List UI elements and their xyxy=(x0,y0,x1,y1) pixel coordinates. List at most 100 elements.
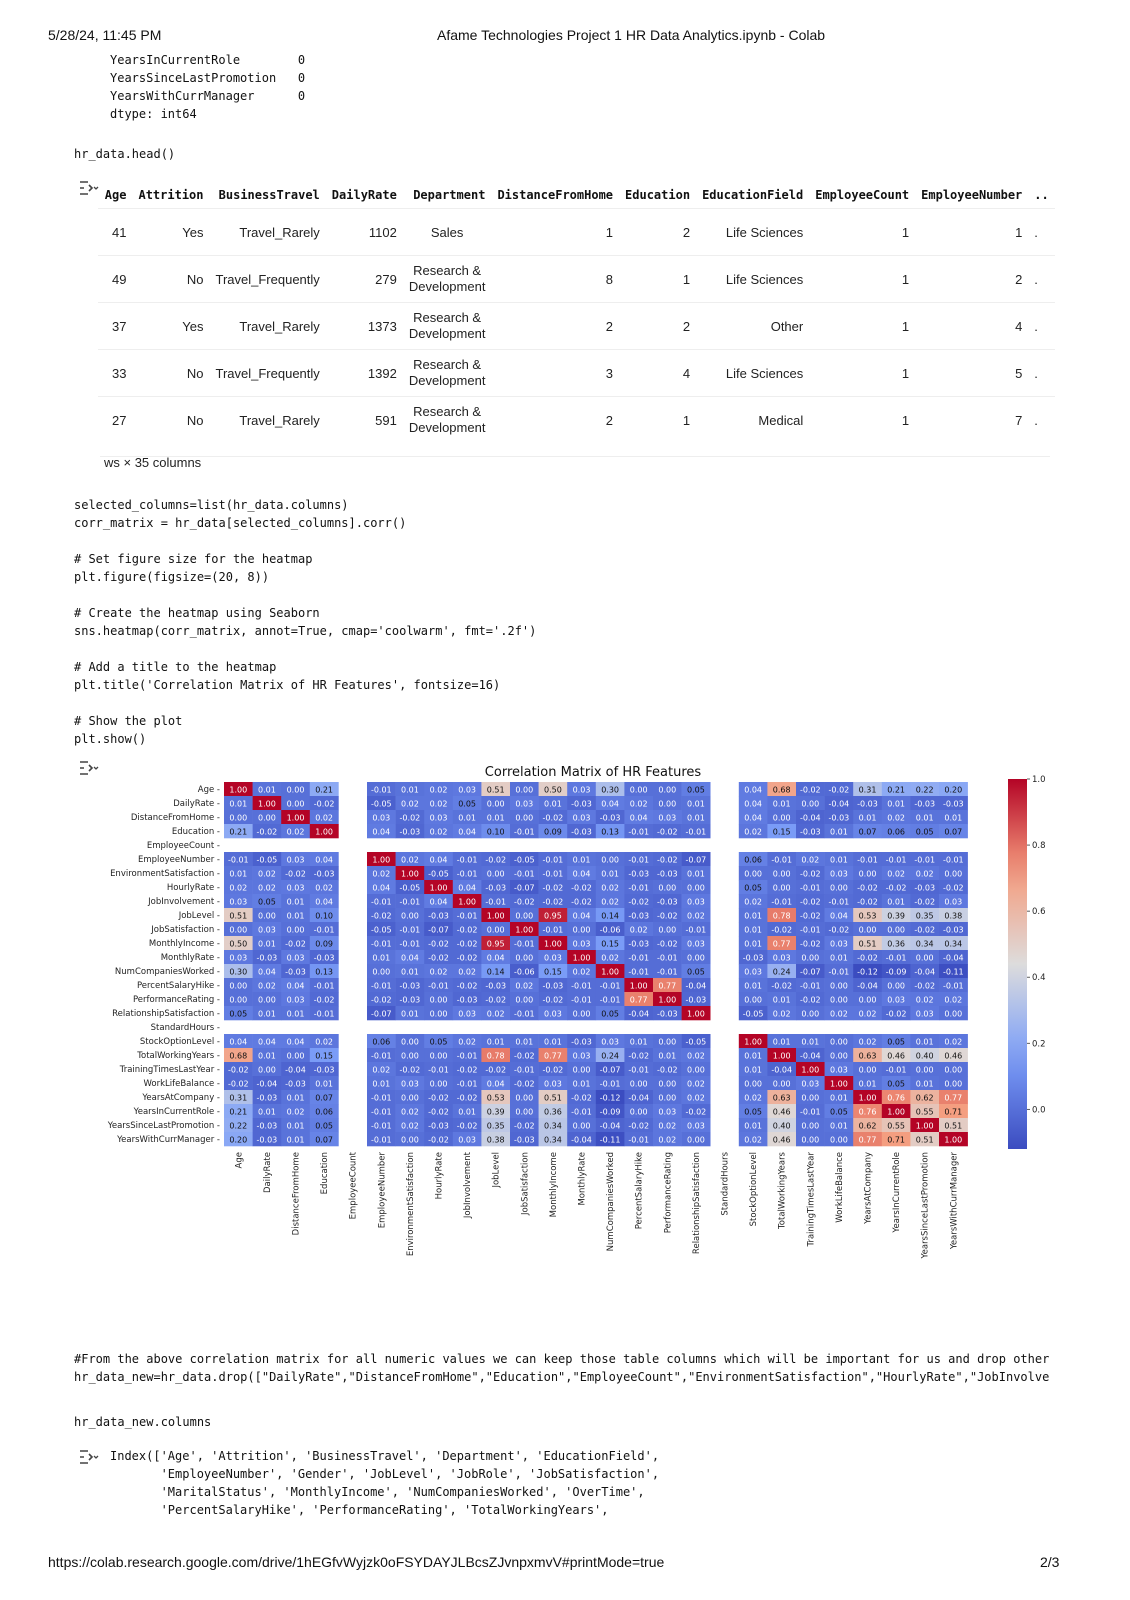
heatmap-cell xyxy=(595,1090,625,1105)
heatmap-cell-label: 0.53 xyxy=(859,912,877,921)
heatmap-cell-label: -0.03 xyxy=(857,800,878,809)
heatmap-cell xyxy=(510,810,539,825)
heatmap-cell xyxy=(395,992,425,1007)
heatmap-cell xyxy=(767,880,797,895)
heatmap-cell xyxy=(624,950,654,965)
heatmap-cell-label: 0.20 xyxy=(229,1136,247,1145)
heatmap-cell-label: 0.03 xyxy=(401,1080,419,1089)
heatmap-cell-label: 0.00 xyxy=(515,954,533,963)
heatmap-cell xyxy=(309,1104,339,1119)
heatmap-cell xyxy=(252,1076,282,1091)
output-toggle-icon[interactable] xyxy=(79,181,99,195)
heatmap-cell-label: 0.00 xyxy=(744,870,762,879)
heatmap-cell-label: -0.02 xyxy=(771,982,792,991)
heatmap-cell-label: 0.01 xyxy=(887,898,905,907)
heatmap-cell-label: 0.03 xyxy=(287,954,305,963)
heatmap-cell-label: -0.01 xyxy=(371,1108,392,1117)
heatmap-cell-label: 0.02 xyxy=(229,884,247,893)
heatmap-cell-label: 0.00 xyxy=(401,1052,419,1061)
heatmap-cell xyxy=(796,782,825,797)
code-line: sns.heatmap(corr_matrix, annot=True, cma… xyxy=(74,624,537,638)
heatmap-cell xyxy=(452,1048,482,1063)
heatmap-cell-label: 0.00 xyxy=(229,982,247,991)
heatmap-cell-label: -0.05 xyxy=(400,884,421,893)
heatmap-cell xyxy=(767,1006,797,1021)
heatmap-cell-label: 0.03 xyxy=(229,954,247,963)
heatmap-cell xyxy=(910,824,940,839)
heatmap-cell-label: 0.68 xyxy=(229,1052,247,1061)
heatmap-cell xyxy=(738,852,768,867)
heatmap-cell-label: -0.01 xyxy=(800,982,821,991)
column-tick-label: StockOptionLevel xyxy=(749,1152,759,1226)
heatmap-cell xyxy=(681,1048,711,1063)
heatmap-cell xyxy=(653,1076,682,1091)
heatmap-cell-label: 0.03 xyxy=(544,1080,562,1089)
heatmap-cell-label: 0.00 xyxy=(830,1052,848,1061)
heatmap-cell-label: -0.01 xyxy=(771,898,792,907)
heatmap-cell-label: -0.02 xyxy=(886,1010,907,1019)
heatmap-cell-label: 0.09 xyxy=(544,828,562,837)
heatmap-cell xyxy=(939,1062,968,1077)
heatmap-cell xyxy=(367,880,396,895)
output-toggle-icon[interactable] xyxy=(79,761,99,775)
output-line: 'MaritalStatus', 'MonthlyIncome', 'NumCo… xyxy=(110,1485,645,1499)
heatmap-cell-label: -0.01 xyxy=(371,898,392,907)
heatmap-cell xyxy=(510,978,539,993)
heatmap-cell xyxy=(309,1090,339,1105)
heatmap-cell xyxy=(281,782,311,797)
code-cell-head[interactable]: hr_data.head() xyxy=(74,145,175,163)
heatmap-cell-label: 0.04 xyxy=(315,898,333,907)
heatmap-cell xyxy=(624,922,654,937)
code-cell-heatmap[interactable]: selected_columns=list(hr_data.columns) co… xyxy=(74,496,536,748)
heatmap-cell-label: 0.04 xyxy=(573,912,591,921)
heatmap-cell xyxy=(824,922,854,937)
heatmap-cell-label: -0.02 xyxy=(857,884,878,893)
heatmap-cell xyxy=(424,950,454,965)
heatmap-cell xyxy=(309,880,339,895)
heatmap-cell-label: -0.01 xyxy=(457,856,478,865)
heatmap-cell xyxy=(309,908,339,923)
heatmap-cell-label: 0.01 xyxy=(372,954,390,963)
heatmap-cell-label: 0.05 xyxy=(229,1010,247,1019)
heatmap-cell-label: -0.02 xyxy=(543,898,564,907)
heatmap-cell-label: -0.03 xyxy=(314,870,335,879)
output-toggle-icon[interactable] xyxy=(79,1450,99,1464)
heatmap-cell xyxy=(538,824,568,839)
table-row: 49 No Travel_Frequently 279 Research & Develo… xyxy=(98,255,1055,303)
heatmap-cell xyxy=(538,894,568,909)
heatmap-cell-label: -0.11 xyxy=(943,968,964,977)
heatmap-cell xyxy=(252,1048,282,1063)
heatmap-cell xyxy=(796,824,825,839)
heatmap-cell-label: 0.01 xyxy=(916,1038,934,1047)
heatmap-cell xyxy=(881,992,911,1007)
heatmap-cell xyxy=(939,810,968,825)
heatmap-cell-label: -0.01 xyxy=(543,926,564,935)
colorbar xyxy=(1008,779,1027,1149)
heatmap-cell xyxy=(309,950,339,965)
heatmap-cell-label: -0.02 xyxy=(314,996,335,1005)
heatmap-cell xyxy=(767,1090,797,1105)
heatmap-cell xyxy=(681,852,711,867)
heatmap-cell xyxy=(367,866,396,881)
heatmap-cell xyxy=(624,824,654,839)
heatmap-cell-label: 0.04 xyxy=(287,1038,305,1047)
heatmap-cell-label: 0.31 xyxy=(859,786,877,795)
heatmap-cell xyxy=(910,1104,940,1119)
table-cell: 1 xyxy=(901,365,910,381)
heatmap-cell-label: -0.07 xyxy=(371,1010,392,1019)
heatmap-cell xyxy=(538,1132,568,1147)
heatmap-cell xyxy=(853,894,883,909)
heatmap-cell-label: 0.00 xyxy=(801,800,819,809)
heatmap-cell-label: -0.04 xyxy=(914,968,935,977)
code-cell-drop[interactable]: #From the above correlation matrix for a… xyxy=(74,1350,1049,1386)
heatmap-cell-label: 0.01 xyxy=(744,1052,762,1061)
heatmap-cell xyxy=(824,964,854,979)
heatmap-cell xyxy=(309,1118,339,1133)
heatmap-cell-label: -0.01 xyxy=(314,1010,335,1019)
heatmap-cell-label: -0.01 xyxy=(314,982,335,991)
heatmap-cell-label: 0.50 xyxy=(544,786,562,795)
table-cell: . xyxy=(1034,412,1038,428)
code-cell-columns[interactable]: hr_data_new.columns xyxy=(74,1413,211,1431)
heatmap-cell xyxy=(824,1034,854,1049)
heatmap-cell xyxy=(853,1076,883,1091)
